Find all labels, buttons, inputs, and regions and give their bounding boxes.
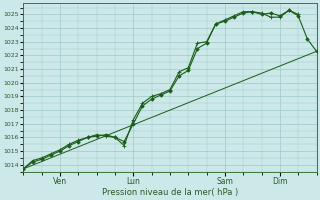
X-axis label: Pression niveau de la mer( hPa ): Pression niveau de la mer( hPa ) bbox=[102, 188, 238, 197]
